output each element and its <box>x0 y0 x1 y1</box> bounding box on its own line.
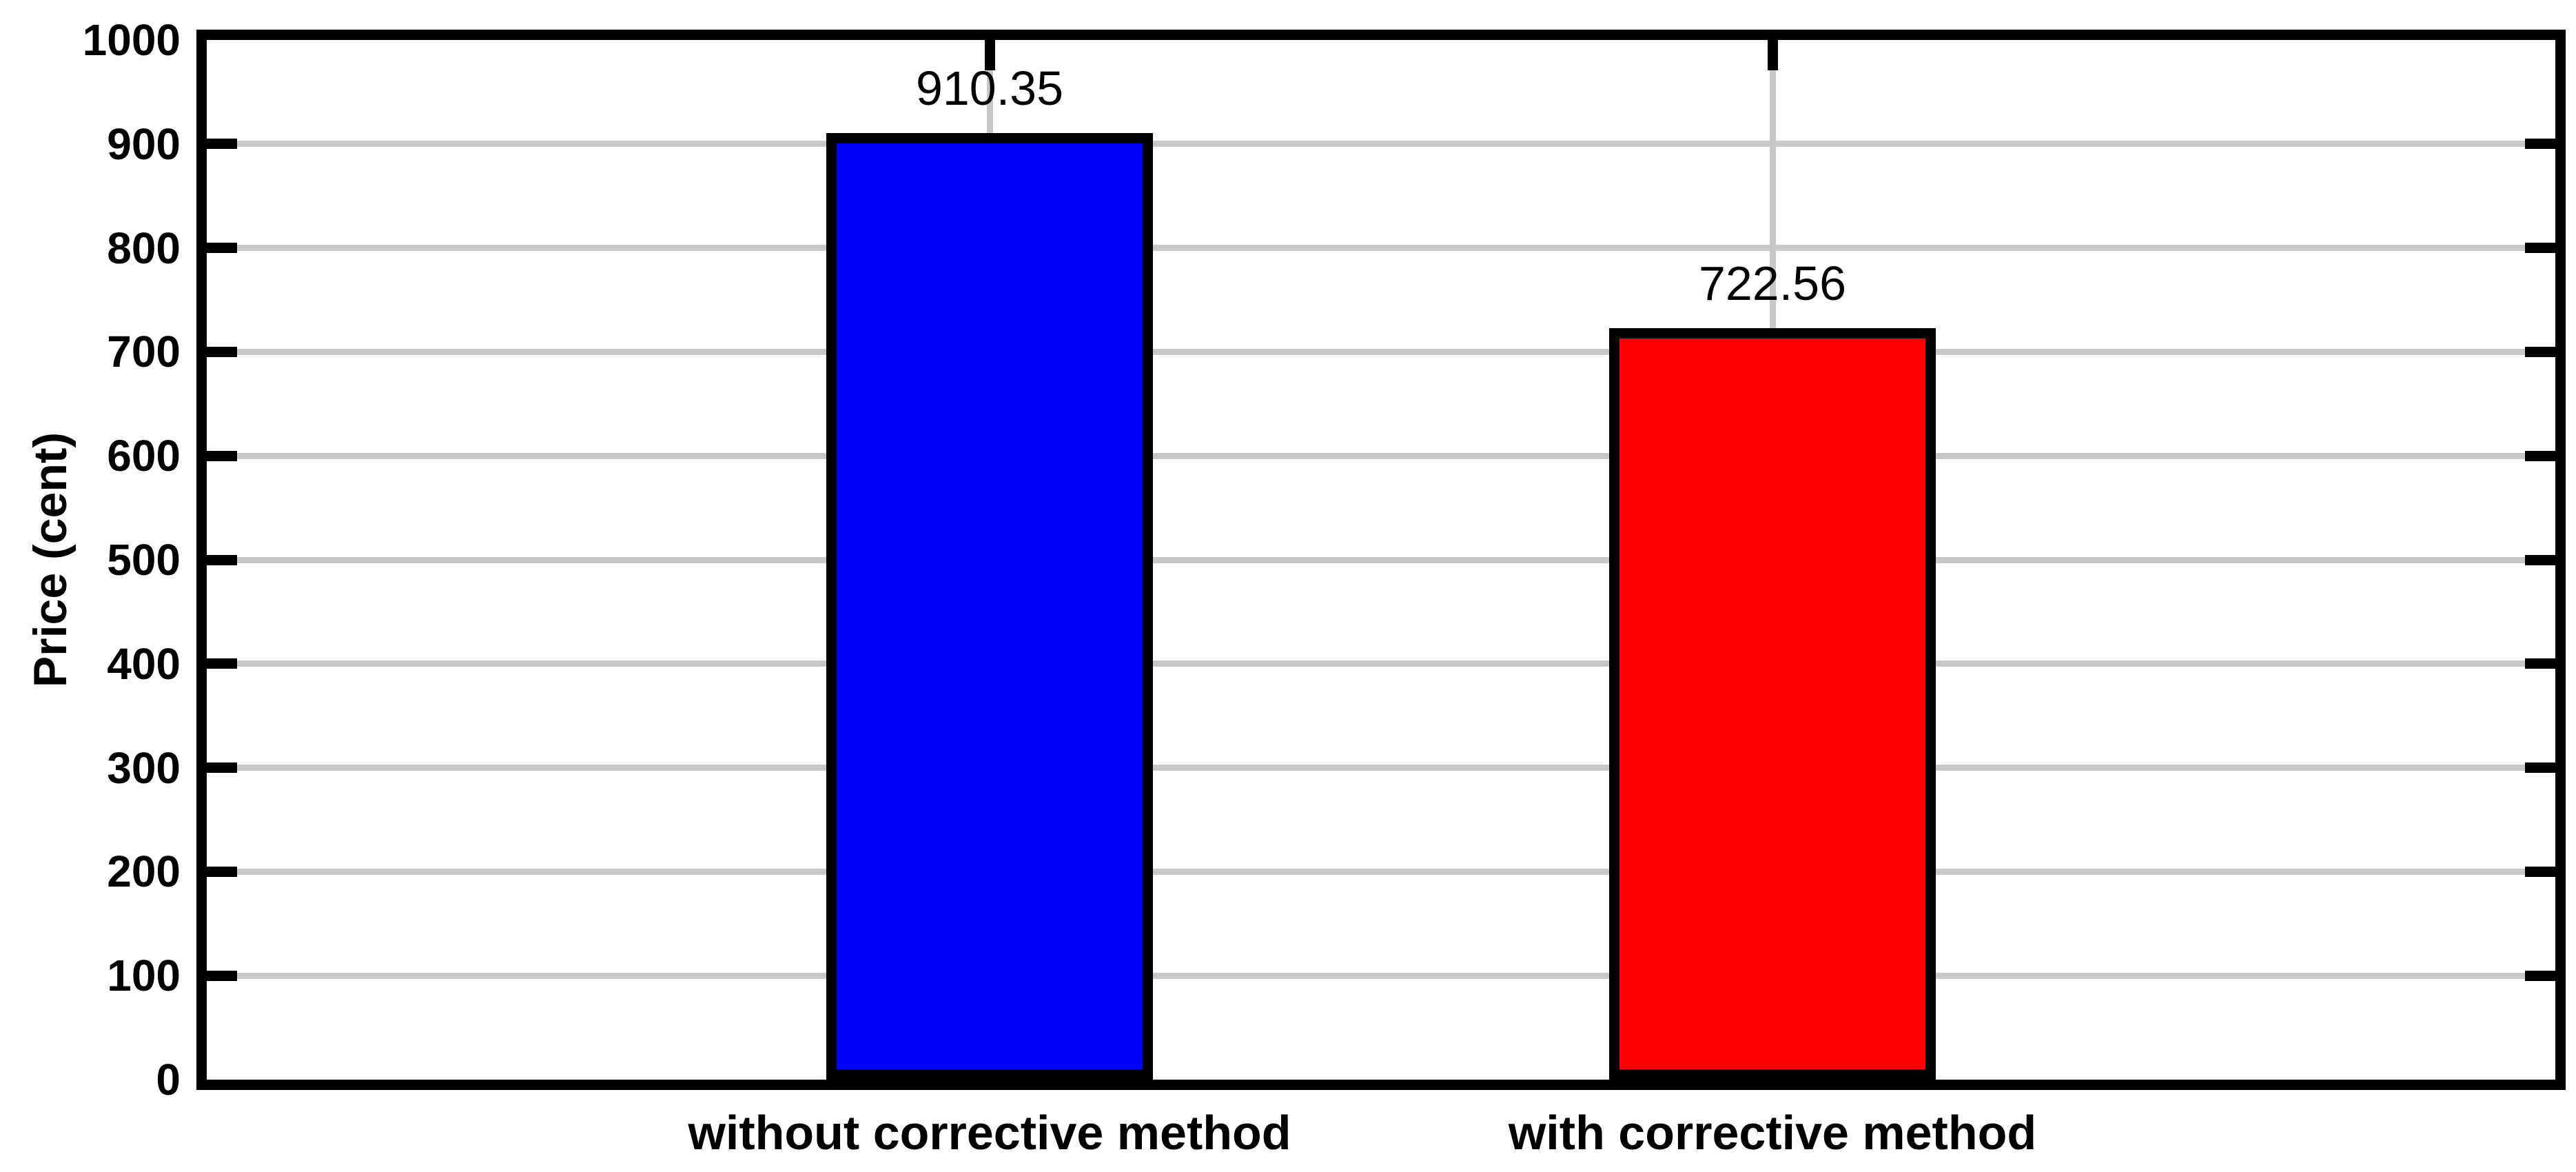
y-tick-label: 100 <box>107 951 181 1001</box>
bar-value-label: 910.35 <box>915 61 1064 116</box>
y-tick-label: 700 <box>107 327 181 377</box>
y-tick-mark-right <box>2525 243 2555 254</box>
y-gridline <box>207 868 2555 875</box>
plot-area: 910.35 722.56 <box>196 30 2566 1090</box>
y-tick-mark-left <box>207 866 237 877</box>
bar-with-corrective-method <box>1609 328 1936 1080</box>
y-tick-label: 800 <box>107 223 181 273</box>
y-tick-mark-left <box>207 139 237 150</box>
y-tick-mark-right <box>2525 970 2555 981</box>
x-tick-label: with corrective method <box>1508 1106 2037 1160</box>
x-tick-mark-top <box>1767 40 1778 70</box>
y-gridline <box>207 452 2555 459</box>
y-tick-label: 1000 <box>82 15 181 65</box>
y-tick-mark-right <box>2525 866 2555 877</box>
y-gridline <box>207 245 2555 252</box>
y-tick-mark-right <box>2525 554 2555 565</box>
y-tick-mark-left <box>207 450 237 461</box>
y-gridline <box>207 556 2555 563</box>
x-tick-label: without corrective method <box>688 1106 1291 1160</box>
y-tick-mark-right <box>2525 450 2555 461</box>
bar-value-label: 722.56 <box>1698 256 1847 311</box>
y-tick-label: 900 <box>107 119 181 169</box>
y-gridline <box>207 141 2555 148</box>
y-tick-mark-left <box>207 554 237 565</box>
y-tick-label: 500 <box>107 535 181 585</box>
y-tick-label: 400 <box>107 638 181 689</box>
x-tick-mark-top <box>984 40 995 70</box>
y-tick-mark-right <box>2525 762 2555 774</box>
y-tick-label: 200 <box>107 847 181 897</box>
y-tick-mark-left <box>207 762 237 774</box>
y-tick-mark-right <box>2525 139 2555 150</box>
y-tick-mark-left <box>207 346 237 357</box>
y-tick-mark-left <box>207 970 237 981</box>
y-tick-mark-right <box>2525 658 2555 669</box>
y-tick-label: 0 <box>156 1055 181 1104</box>
y-tick-label: 300 <box>107 742 181 793</box>
y-gridline <box>207 972 2555 979</box>
y-tick-mark-right <box>2525 346 2555 357</box>
y-gridline <box>207 765 2555 771</box>
y-tick-mark-left <box>207 243 237 254</box>
y-gridline <box>207 660 2555 667</box>
y-tick-label: 600 <box>107 431 181 481</box>
y-tick-mark-left <box>207 658 237 669</box>
bar-without-corrective-method <box>826 133 1153 1080</box>
y-gridline <box>207 348 2555 355</box>
